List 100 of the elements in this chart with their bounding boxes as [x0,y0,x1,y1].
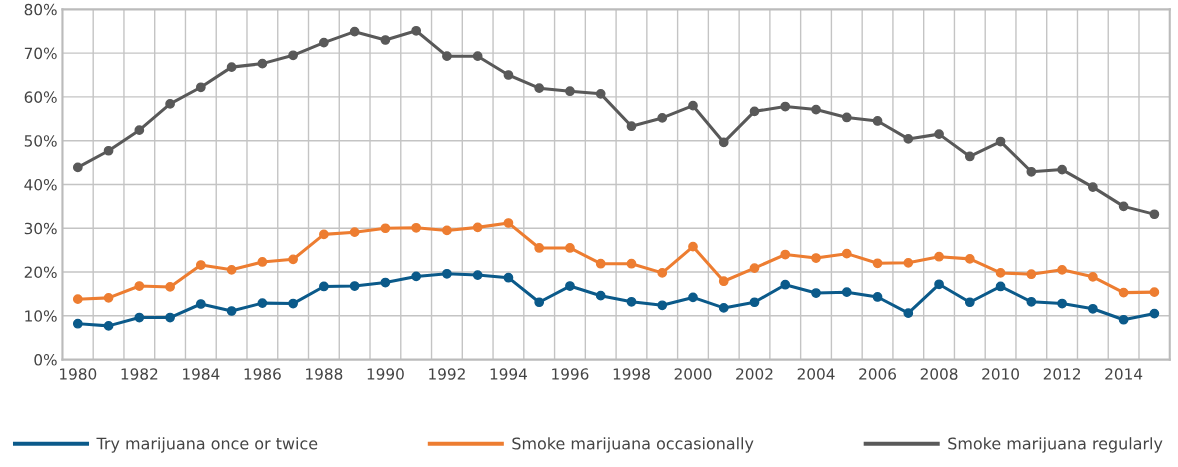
x-tick-label: 1982 [121,368,158,380]
point [472,222,483,233]
point [780,101,791,112]
point [319,229,329,240]
point [657,113,668,123]
point [165,312,175,323]
point [565,243,575,253]
point [226,264,237,275]
point [903,308,914,319]
point [165,282,175,292]
x-tick-label: 2012 [1043,368,1081,380]
point [134,281,145,291]
y-tick-label: 60% [24,91,57,103]
legend-label: Smoke marijuana occasionally [512,437,754,453]
point [134,125,145,136]
point [749,263,760,273]
point [288,298,298,309]
point [995,281,1006,292]
point [411,271,422,282]
point [380,223,391,234]
point [534,297,545,308]
point [319,37,329,48]
point [749,106,760,117]
point [1118,201,1129,212]
point [1087,271,1098,282]
point [595,290,606,301]
point [688,292,698,303]
x-tick-label: 2014 [1105,368,1143,380]
point [811,288,821,298]
point [134,312,145,323]
point [934,129,944,139]
x-tick-label: 1986 [244,368,281,380]
point [349,26,360,37]
point [780,279,791,290]
point [226,306,237,316]
point [688,241,698,252]
point [1026,296,1037,307]
point [349,281,360,291]
x-tick-label: 1988 [306,368,343,380]
point [595,88,606,99]
point [288,254,298,265]
point [1118,314,1129,325]
point [995,268,1006,278]
x-tick-label: 1984 [183,368,220,380]
y-tick-label: 70% [24,47,57,60]
point [72,318,83,329]
point [1149,308,1160,319]
point [565,281,575,291]
point [595,258,606,269]
x-tick-label: 2008 [920,368,958,380]
point [964,254,975,264]
point [718,276,729,287]
point [226,62,237,72]
point [1087,182,1098,192]
point [1057,264,1067,275]
point [319,281,329,292]
point [1026,166,1037,177]
point [503,218,514,228]
point [718,137,729,148]
point [411,25,422,36]
point [903,257,914,268]
legend-label: Try marijuana once or twice [96,437,318,453]
point [841,112,852,123]
x-tick-label: 1992 [429,368,465,380]
x-tick-label: 1990 [367,368,404,380]
point [872,292,883,302]
point [195,260,206,270]
point [934,279,944,290]
y-tick-label: 30% [24,222,57,235]
point [103,145,114,156]
point [103,292,114,303]
point [811,253,821,263]
point [811,104,821,115]
point [72,162,83,173]
x-tick-label: 2002 [736,368,773,380]
point [626,258,637,269]
point [657,300,668,311]
point [165,99,175,109]
point [195,82,206,93]
y-tick-label: 10% [25,310,57,322]
point [1087,303,1098,314]
point [1149,209,1160,220]
point [903,134,914,144]
point [657,268,668,278]
point [503,272,514,283]
point [841,287,852,298]
point [841,248,852,259]
point [626,296,637,307]
point [934,251,944,262]
point [257,257,268,267]
point [442,268,452,279]
point [257,58,268,69]
point [349,227,360,238]
point [1057,298,1067,309]
point [257,298,268,308]
y-tick-label: 20% [24,266,57,279]
point [718,303,729,313]
point [872,116,883,126]
point [534,83,545,94]
point [565,86,575,97]
